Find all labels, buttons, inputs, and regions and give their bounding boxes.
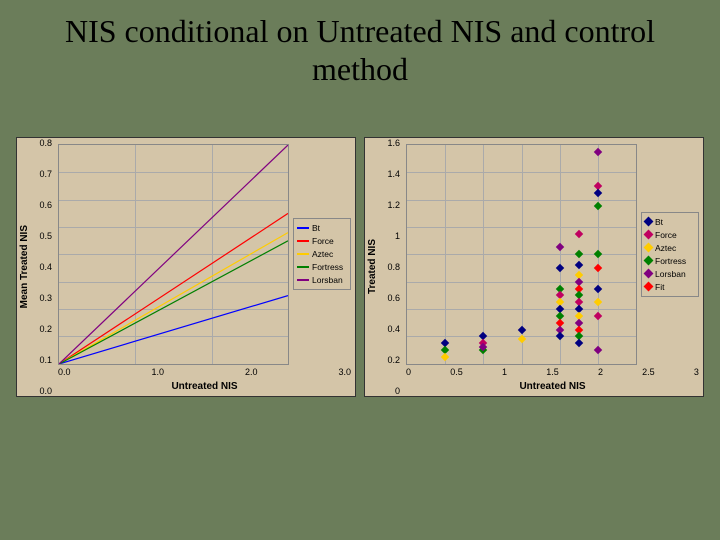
left-legend: Bt Force Aztec Fortress Lorsban [293,218,351,290]
right-legend: Bt Force Aztec Fortress Lorsban Fit [641,212,699,297]
data-point [555,332,563,340]
slide-title: NIS conditional on Untreated NIS and con… [0,0,720,97]
data-point [594,250,602,258]
left-y-ticks: 0.80.70.60.50.40.30.20.10.0 [32,138,56,396]
legend-item: Force [645,230,695,240]
left-y-label: Mean Treated NIS [17,225,32,308]
data-point [594,298,602,306]
data-point [555,243,563,251]
legend-item: Force [297,236,347,246]
data-point [594,346,602,354]
right-x-label: Untreated NIS [406,377,699,392]
left-plot-area [58,144,289,365]
data-point [575,230,583,238]
legend-item: Aztec [645,243,695,253]
right-x-ticks: 00.511.522.53 [406,365,699,377]
legend-item: Aztec [297,249,347,259]
legend-item: Fortress [297,262,347,272]
legend-item: Lorsban [297,275,347,285]
right-y-ticks: 1.61.41.210.80.60.40.20 [380,138,404,396]
legend-item: Fortress [645,256,695,266]
legend-item: Bt [645,217,695,227]
data-point [441,353,449,361]
data-point [594,264,602,272]
data-point [575,339,583,347]
data-point [594,284,602,292]
data-point [575,261,583,269]
left-x-label: Untreated NIS [58,377,351,392]
scatter-chart-panel: Treated NIS 1.61.41.210.80.60.40.20 Bt Fo… [364,137,704,397]
data-point [594,202,602,210]
right-y-label: Treated NIS [365,239,380,294]
data-point [555,264,563,272]
legend-item: Bt [297,223,347,233]
data-point [575,250,583,258]
data-point [594,312,602,320]
legend-item: Fit [645,282,695,292]
legend-item: Lorsban [645,269,695,279]
charts-container: Mean Treated NIS 0.80.70.60.50.40.30.20.… [0,137,720,397]
line-chart-panel: Mean Treated NIS 0.80.70.60.50.40.30.20.… [16,137,356,397]
data-point [517,325,525,333]
left-x-ticks: 0.01.02.03.0 [58,365,351,377]
right-plot-area [406,144,637,365]
data-point [594,147,602,155]
data-point [594,188,602,196]
